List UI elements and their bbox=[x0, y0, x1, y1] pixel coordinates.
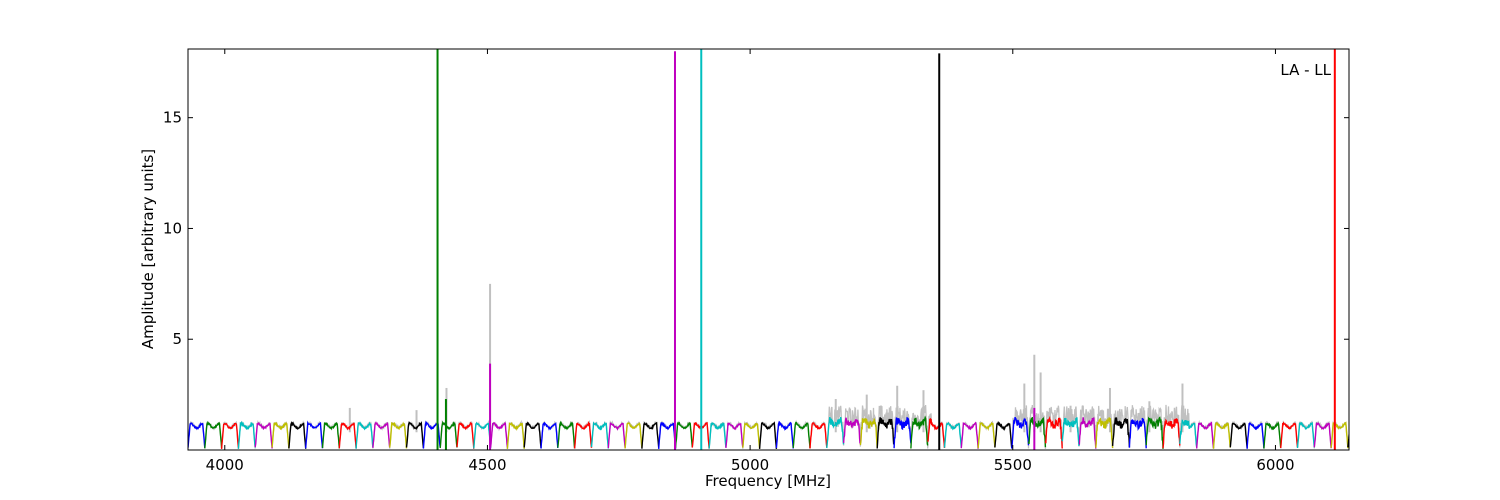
channel-trace-18 bbox=[489, 421, 509, 448]
channel-trace-7 bbox=[305, 420, 324, 449]
channel-trace-5 bbox=[271, 421, 290, 449]
channel-trace-39 bbox=[842, 417, 862, 444]
channel-trace-13 bbox=[405, 420, 425, 448]
channel-trace-12 bbox=[389, 421, 408, 449]
x-tick-label: 4000 bbox=[206, 456, 244, 474]
channel-trace-42 bbox=[893, 417, 912, 449]
channel-trace-51 bbox=[1044, 415, 1063, 449]
channel-trace-54 bbox=[1095, 417, 1114, 448]
channel-trace-55 bbox=[1111, 417, 1131, 448]
y-axis-label: Amplitude [arbitrary units] bbox=[139, 149, 157, 349]
channel-trace-1 bbox=[204, 420, 223, 449]
y-tick-label: 5 bbox=[172, 330, 182, 348]
channel-trace-6 bbox=[288, 421, 307, 449]
channel-trace-3 bbox=[237, 420, 256, 449]
channel-trace-43 bbox=[910, 415, 929, 449]
x-tick-label: 6000 bbox=[1256, 456, 1294, 474]
y-tick-label: 10 bbox=[163, 219, 182, 237]
channel-trace-2 bbox=[220, 422, 240, 449]
channel-trace-67 bbox=[1313, 421, 1332, 449]
channel-trace-38 bbox=[826, 417, 845, 449]
channel-trace-17 bbox=[473, 421, 492, 449]
channel-trace-47 bbox=[977, 421, 996, 449]
channel-trace-35 bbox=[775, 420, 794, 449]
channel-trace-4 bbox=[254, 422, 273, 449]
channel-trace-21 bbox=[540, 421, 559, 449]
channel-trace-25 bbox=[607, 422, 626, 449]
annotation-label: LA - LL bbox=[1280, 61, 1331, 79]
channel-trace-50 bbox=[1027, 417, 1047, 448]
channel-trace-24 bbox=[590, 421, 609, 449]
channel-trace-8 bbox=[321, 421, 340, 449]
channel-trace-40 bbox=[859, 417, 878, 448]
channel-trace-33 bbox=[742, 422, 761, 449]
channel-trace-20 bbox=[523, 421, 542, 448]
channel-trace-32 bbox=[725, 422, 744, 448]
channel-trace-27 bbox=[641, 421, 660, 449]
channel-trace-66 bbox=[1296, 421, 1315, 449]
channel-trace-59 bbox=[1179, 419, 1198, 448]
channel-trace-63 bbox=[1246, 421, 1265, 449]
channel-trace-48 bbox=[994, 420, 1013, 448]
channel-trace-49 bbox=[1011, 416, 1030, 449]
channel-trace-29 bbox=[674, 421, 693, 449]
axis-ticks: 4000 4500 5000 5500 6000 5 10 15 bbox=[163, 49, 1349, 474]
x-tick-label: 5000 bbox=[731, 456, 769, 474]
channel-trace-31 bbox=[708, 421, 727, 449]
channel-trace-23 bbox=[573, 420, 593, 449]
channel-trace-60 bbox=[1196, 421, 1215, 449]
channel-trace-57 bbox=[1145, 416, 1164, 449]
x-axis-label: Frequency [MHz] bbox=[705, 472, 831, 490]
channel-trace-65 bbox=[1280, 421, 1299, 449]
channel-trace-45 bbox=[943, 421, 962, 448]
channel-trace-10 bbox=[355, 421, 374, 449]
channel-trace-41 bbox=[876, 417, 895, 449]
plot-frame bbox=[187, 48, 1350, 451]
channel-trace-46 bbox=[960, 421, 979, 449]
channel-trace-11 bbox=[372, 421, 391, 448]
channel-trace-62 bbox=[1229, 422, 1248, 449]
x-tick-label: 5500 bbox=[994, 456, 1032, 474]
channel-trace-9 bbox=[338, 422, 357, 449]
channel-trace-52 bbox=[1061, 417, 1080, 446]
channel-trace-36 bbox=[792, 421, 811, 449]
channel-trace-16 bbox=[456, 421, 475, 449]
y-tick-label: 15 bbox=[163, 109, 182, 127]
channel-trace-61 bbox=[1212, 422, 1231, 449]
channel-trace-0 bbox=[188, 422, 206, 449]
channel-trace-28 bbox=[658, 421, 677, 449]
channel-trace-22 bbox=[557, 420, 576, 449]
channel-trace-64 bbox=[1263, 421, 1282, 449]
channel-trace-56 bbox=[1128, 417, 1147, 449]
channel-trace-53 bbox=[1078, 417, 1097, 449]
channel-trace-15 bbox=[439, 420, 458, 449]
channel-trace-26 bbox=[624, 422, 643, 449]
channel-trace-19 bbox=[506, 421, 525, 449]
channel-trace-34 bbox=[758, 421, 778, 449]
x-tick-label: 4500 bbox=[468, 456, 506, 474]
channel-trace-44 bbox=[927, 417, 946, 448]
channel-trace-37 bbox=[809, 422, 828, 449]
channel-trace-58 bbox=[1162, 418, 1181, 449]
